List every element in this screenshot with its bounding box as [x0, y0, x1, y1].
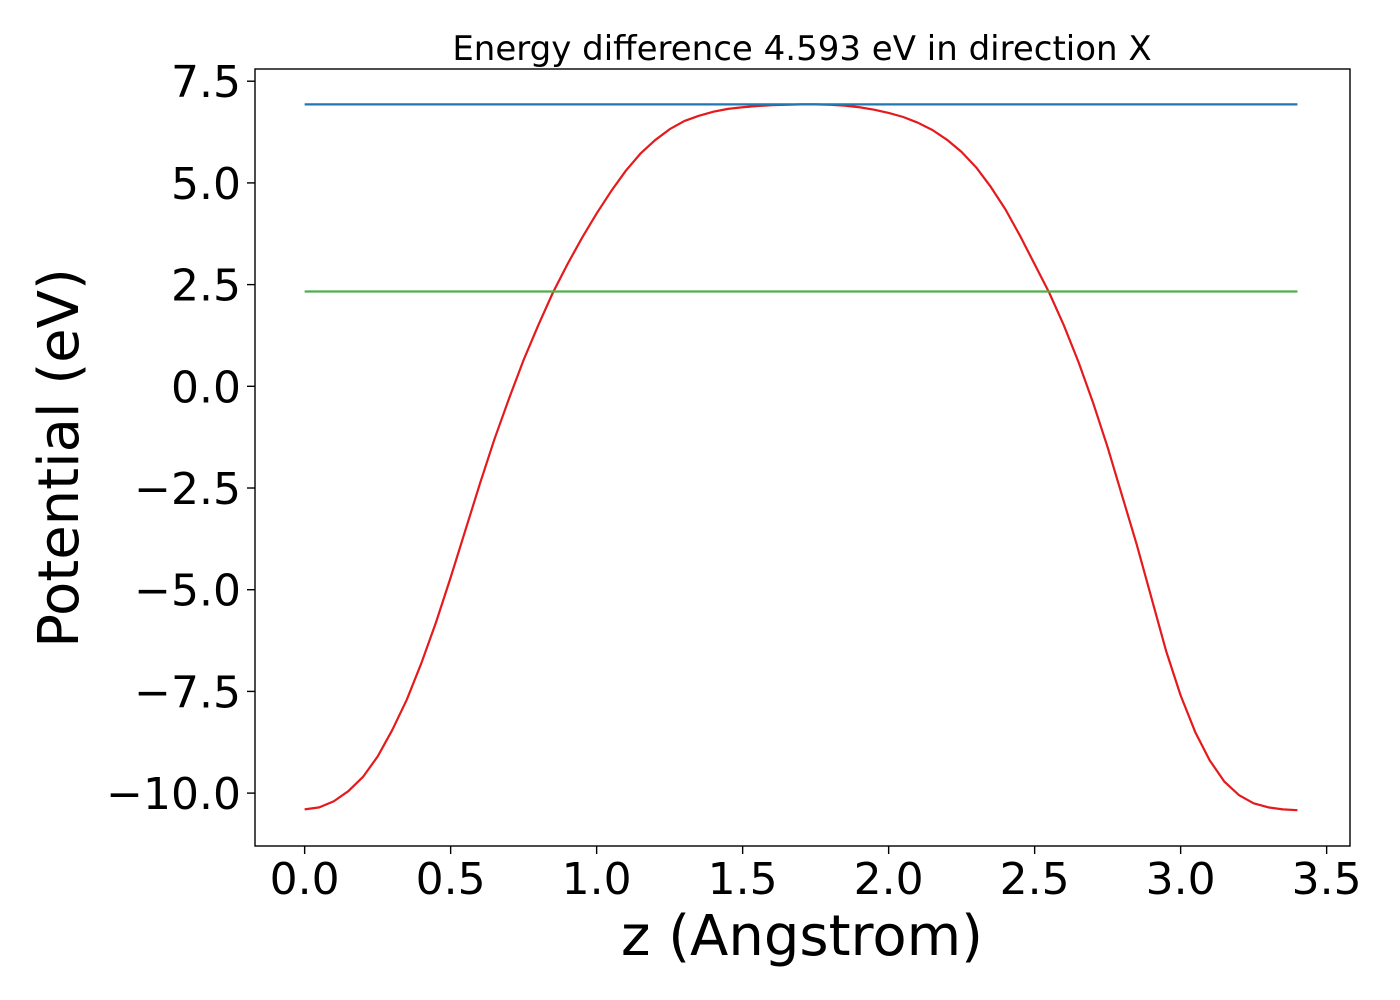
x-tick-label: 2.0	[854, 854, 924, 905]
chart-title: Energy difference 4.593 eV in direction …	[452, 29, 1151, 69]
y-axis: 7.5 5.0 2.5 0.0 −2.5 −5.0 −7.5 −10.0	[106, 57, 255, 820]
y-tick-label: −7.5	[134, 667, 241, 718]
x-tick-label: 1.5	[708, 854, 778, 905]
series-layer	[304, 103, 1298, 812]
y-tick-label: −2.5	[134, 464, 241, 515]
x-axis: 0.0 0.5 1.0 1.5 2.0 2.5 3.0 3.5	[270, 846, 1362, 905]
x-tick-label: 1.0	[562, 854, 632, 905]
y-axis-label: Potential (eV)	[27, 268, 92, 648]
x-tick-label: 0.0	[270, 854, 340, 905]
x-tick-label: 3.0	[1146, 854, 1216, 905]
x-tick-label: 0.5	[416, 854, 486, 905]
y-tick-label: −10.0	[106, 769, 241, 820]
y-tick-label: 0.0	[171, 362, 241, 413]
y-tick-label: −5.0	[134, 566, 241, 617]
x-tick-label: 3.5	[1292, 854, 1362, 905]
y-tick-label: 7.5	[171, 57, 241, 108]
y-tick-label: 5.0	[171, 159, 241, 210]
x-tick-label: 2.5	[1000, 854, 1070, 905]
x-axis-label: z (Angstrom)	[621, 904, 983, 969]
y-tick-label: 2.5	[171, 261, 241, 312]
plot-frame	[254, 68, 1351, 847]
